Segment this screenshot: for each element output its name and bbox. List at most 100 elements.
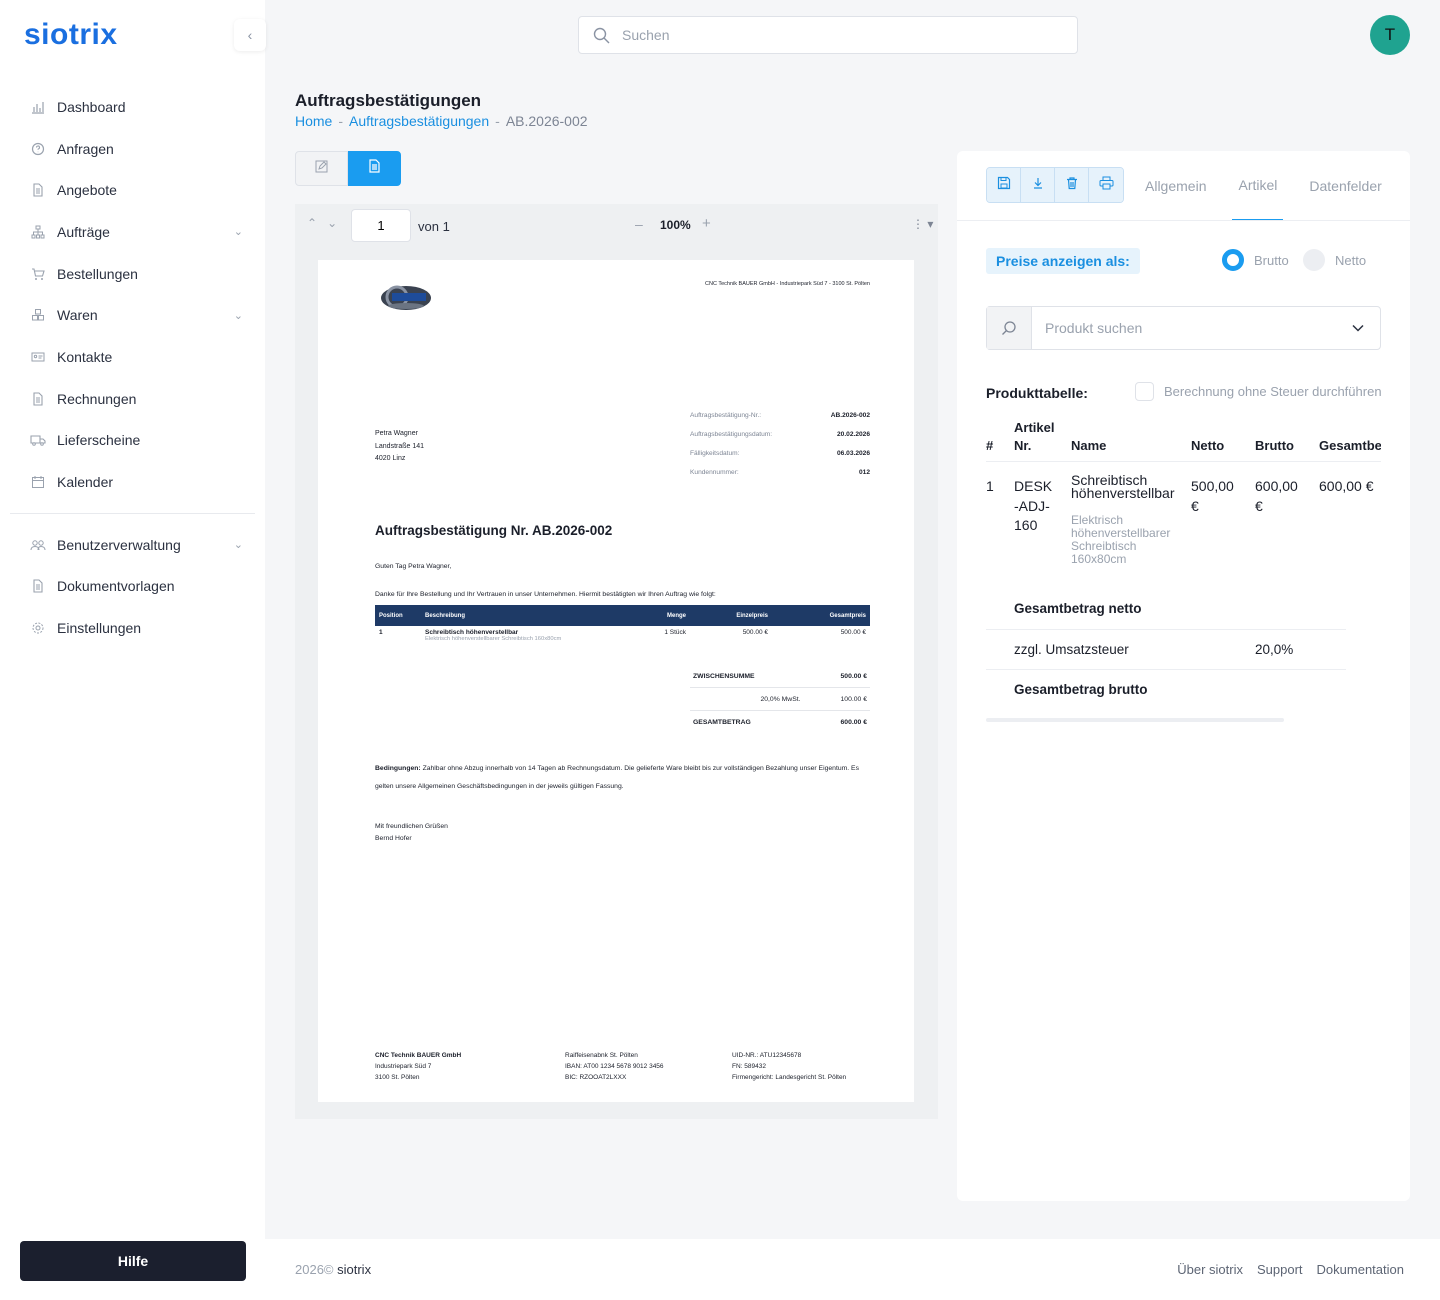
row-num: 1 [986, 478, 994, 494]
sidebar-item-dashboard[interactable]: Dashboard [0, 86, 265, 128]
download-icon [1031, 176, 1045, 195]
chevron-down-icon: ⌄ [233, 226, 243, 239]
sidebar-item-bestellungen[interactable]: Bestellungen [0, 253, 265, 295]
recipient-street: Landstraße 141 [375, 442, 425, 450]
product-search-select[interactable]: Produkt suchen [986, 306, 1381, 350]
sidebar-item-rechnungen[interactable]: Rechnungen [0, 378, 265, 420]
viewer-toolbar: ⌃ ⌄ von 1 – 100% + ⋮ ▾ [295, 204, 938, 248]
view-toggle [295, 151, 401, 186]
item-name: Schreibtisch höhenverstellbar [425, 629, 519, 636]
meta-row: Fälligkeitsdatum: 06.03.2026 [690, 450, 870, 469]
footer-line: FN: 589432 [732, 1063, 766, 1070]
sidebar-item-label: Aufträge [57, 223, 110, 240]
table-row: 1 Schreibtisch höhenverstellbar Elektris… [375, 626, 870, 645]
tab-allgemein[interactable]: Allgemein [1145, 178, 1207, 194]
row-desc-1: Elektrisch [1071, 513, 1124, 527]
checkbox-label: Berechnung ohne Steuer durchführen [1164, 384, 1382, 399]
meta-key: Auftragsbestätigungsdatum: [690, 431, 773, 438]
meta-key: Fälligkeitsdatum: [690, 450, 740, 457]
sidebar-item-lieferscheine[interactable]: Lieferscheine [0, 420, 265, 462]
sender-line: CNC Technik BAUER GmbH - Industriepark S… [705, 281, 870, 287]
sidebar-item-angebote[interactable]: Angebote [0, 169, 265, 211]
sidebar-item-kalender[interactable]: Kalender [0, 461, 265, 503]
col-name: Name [1071, 438, 1107, 453]
save-button[interactable] [987, 168, 1021, 202]
page-count: von 1 [418, 219, 450, 234]
delete-button[interactable] [1055, 168, 1089, 202]
preview-view-button[interactable] [348, 151, 401, 186]
tax-free-checkbox[interactable]: Berechnung ohne Steuer durchführen [1135, 382, 1382, 401]
breadcrumb-home[interactable]: Home [295, 113, 333, 129]
sidebar-item-einstellungen[interactable]: Einstellungen [0, 607, 265, 649]
item-quantity: 1 Stück [664, 629, 686, 636]
page-up-icon[interactable]: ⌃ [307, 216, 318, 230]
page-down-icon[interactable]: ⌄ [327, 216, 338, 230]
sidebar-divider [10, 512, 255, 514]
footer-line: BIC: RZOOAT2LXXX [565, 1074, 627, 1081]
footer-line: Industriepark Süd 7 [375, 1063, 432, 1070]
edit-view-button[interactable] [295, 151, 348, 186]
sidebar-item-kontakte[interactable]: Kontakte [0, 336, 265, 378]
row-netto-2: € [1191, 497, 1199, 514]
radio-circle-selected [1222, 249, 1244, 271]
footer-line: 3100 St. Pölten [375, 1074, 420, 1081]
sidebar-item-benutzerverwaltung[interactable]: Benutzerverwaltung ⌄ [0, 524, 265, 566]
download-button[interactable] [1021, 168, 1055, 202]
footer-line: CNC Technik BAUER GmbH [375, 1052, 462, 1059]
chevron-left-icon: ‹ [247, 27, 253, 43]
row-brutto-2: € [1255, 497, 1263, 514]
chevron-down-icon [1336, 307, 1380, 349]
radio-brutto[interactable]: Brutto [1222, 249, 1289, 271]
sidebar-item-waren[interactable]: Waren ⌄ [0, 294, 265, 336]
zoom-out-button[interactable]: – [635, 216, 643, 232]
meta-row: Auftragsbestätigungsdatum: 20.02.2026 [690, 431, 870, 450]
page-number-input[interactable] [351, 209, 411, 242]
print-button[interactable] [1089, 168, 1123, 202]
row-desc-4: 160x80cm [1071, 552, 1127, 566]
col-position: Position [375, 605, 421, 626]
app-logo[interactable]: siotrix [24, 18, 118, 51]
sidebar-item-label: Anfragen [57, 140, 114, 157]
help-button[interactable]: Hilfe [20, 1241, 246, 1281]
pdf-viewer: ⌃ ⌄ von 1 – 100% + ⋮ ▾ CNC Technik BAUER… [295, 204, 938, 1119]
sidebar-item-auftraege[interactable]: Aufträge ⌄ [0, 211, 265, 253]
tab-datenfelder[interactable]: Datenfelder [1309, 178, 1382, 194]
tab-artikel[interactable]: Artikel [1232, 151, 1284, 221]
sidebar-nav: Dashboard Anfragen Angebote Aufträge ⌄ B… [0, 86, 265, 649]
row-name-1: Schreibtisch [1071, 472, 1148, 488]
sidebar-item-anfragen[interactable]: Anfragen [0, 128, 265, 170]
sitemap-icon [30, 224, 46, 240]
totals-label: 20,0% MwSt. [760, 695, 801, 703]
product-search-placeholder: Produkt suchen [1045, 320, 1143, 336]
search-input[interactable] [622, 27, 1077, 43]
breadcrumb: Home - Auftragsbestätigungen - AB.2026-0… [295, 113, 588, 129]
table-horizontal-scrollbar[interactable] [986, 718, 1284, 722]
sidebar-item-label: Dokumentvorlagen [57, 578, 175, 595]
meta-key: Auftragsbestätigung-Nr.: [690, 412, 762, 419]
save-icon [997, 176, 1011, 195]
col-total-price: Gesamtpreis [772, 605, 870, 626]
radio-netto[interactable]: Netto [1303, 249, 1366, 271]
footer-link-docs[interactable]: Dokumentation [1316, 1262, 1404, 1277]
panel-toolbar [986, 167, 1124, 203]
row-name-2: höhenverstellbar [1071, 485, 1175, 501]
totals-row: ZWISCHENSUMME 500.00 € [690, 665, 870, 688]
closing-signature: Bernd Hofer [375, 835, 412, 842]
conditions-text: Zahlbar ohne Abzug innerhalb von 14 Tage… [375, 765, 859, 790]
zoom-level: 100% [660, 218, 691, 232]
zoom-in-button[interactable]: + [702, 215, 711, 232]
avatar[interactable]: T [1370, 15, 1410, 55]
more-options-icon[interactable]: ⋮ ▾ [912, 217, 934, 231]
footer-link-about[interactable]: Über siotrix [1177, 1262, 1243, 1277]
summary-brutto-label: Gesamtbetrag brutto [1014, 682, 1148, 697]
document-intro: Danke für Ihre Bestellung und Ihr Vertra… [375, 591, 716, 598]
footer-link-support[interactable]: Support [1257, 1262, 1303, 1277]
copyright-brand: siotrix [337, 1262, 372, 1277]
calendar-icon [30, 474, 46, 490]
sidebar-item-dokumentvorlagen[interactable]: Dokumentvorlagen [0, 566, 265, 608]
document-conditions: Bedingungen: Zahlbar ohne Abzug innerhal… [375, 760, 870, 796]
sidebar-collapse-button[interactable]: ‹ [234, 19, 266, 51]
page-title: Auftragsbestätigungen [295, 91, 482, 110]
breadcrumb-section[interactable]: Auftragsbestätigungen [349, 113, 490, 129]
col-num: # [986, 438, 994, 453]
